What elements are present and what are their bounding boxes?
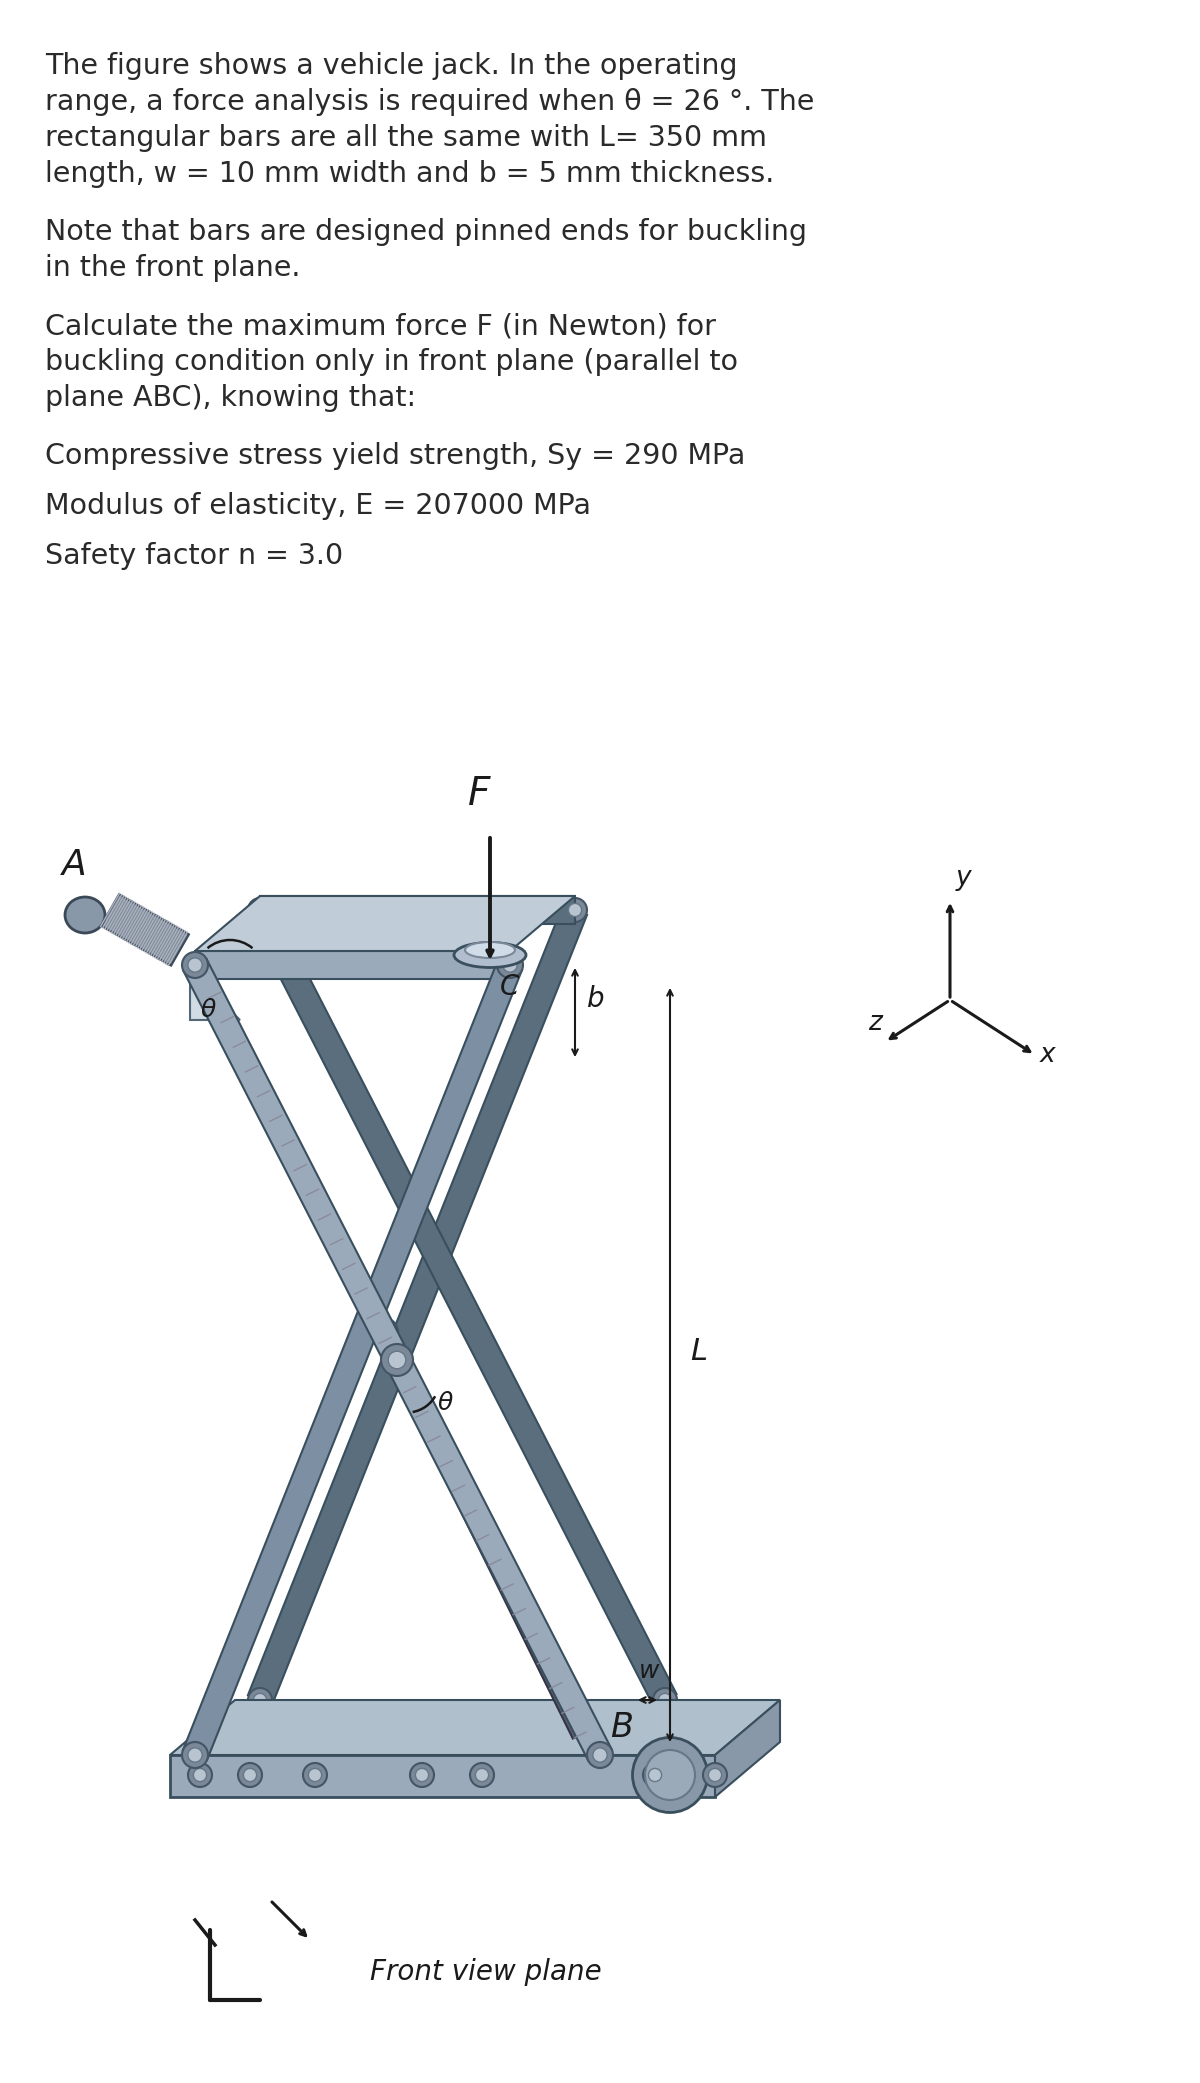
Circle shape	[643, 1762, 667, 1787]
Circle shape	[382, 1344, 413, 1377]
Circle shape	[569, 904, 582, 917]
Text: Safety factor n = 3.0: Safety factor n = 3.0	[46, 542, 343, 571]
Circle shape	[188, 1748, 202, 1762]
Text: L: L	[690, 1337, 707, 1366]
Text: x: x	[1040, 1042, 1056, 1069]
Text: A: A	[62, 848, 86, 881]
Circle shape	[370, 1319, 398, 1346]
Circle shape	[410, 1762, 434, 1787]
Circle shape	[659, 1693, 672, 1706]
Circle shape	[193, 1768, 206, 1781]
Polygon shape	[194, 896, 575, 952]
Polygon shape	[184, 958, 612, 1760]
Polygon shape	[208, 992, 587, 1739]
Circle shape	[253, 1693, 266, 1706]
Circle shape	[497, 952, 523, 979]
Circle shape	[648, 1768, 661, 1781]
Polygon shape	[248, 906, 587, 1704]
Text: Calculate the maximum force F (in Newton) for: Calculate the maximum force F (in Newton…	[46, 312, 716, 340]
Circle shape	[182, 1741, 208, 1768]
Circle shape	[238, 1762, 262, 1787]
Text: w: w	[640, 1658, 660, 1683]
Polygon shape	[182, 960, 522, 1760]
Circle shape	[188, 958, 202, 973]
Text: The figure shows a vehicle jack. In the operating: The figure shows a vehicle jack. In the …	[46, 52, 738, 79]
Polygon shape	[170, 1700, 780, 1756]
Circle shape	[653, 1687, 677, 1712]
Text: B: B	[610, 1710, 632, 1743]
Circle shape	[703, 1762, 727, 1787]
Polygon shape	[715, 1700, 780, 1798]
Circle shape	[188, 1762, 212, 1787]
Text: rectangular bars are all the same with L= 350 mm: rectangular bars are all the same with L…	[46, 125, 767, 152]
Circle shape	[708, 1768, 721, 1781]
Circle shape	[389, 1352, 406, 1369]
Text: Note that bars are designed pinned ends for buckling: Note that bars are designed pinned ends …	[46, 219, 808, 246]
Circle shape	[244, 1768, 257, 1781]
Text: buckling condition only in front plane (parallel to: buckling condition only in front plane (…	[46, 348, 738, 377]
Circle shape	[415, 1768, 428, 1781]
Ellipse shape	[65, 898, 106, 933]
Circle shape	[248, 898, 272, 923]
Circle shape	[253, 904, 266, 917]
Circle shape	[308, 1768, 322, 1781]
Circle shape	[470, 1762, 494, 1787]
Text: plane ABC), knowing that:: plane ABC), knowing that:	[46, 383, 416, 412]
Text: Compressive stress yield strength, Sy = 290 MPa: Compressive stress yield strength, Sy = …	[46, 442, 745, 471]
Circle shape	[593, 1748, 607, 1762]
Text: $\theta$: $\theta$	[200, 998, 217, 1023]
Polygon shape	[260, 896, 575, 925]
Circle shape	[377, 1325, 391, 1339]
Text: in the front plane.: in the front plane.	[46, 254, 300, 281]
Polygon shape	[190, 971, 240, 1021]
Circle shape	[475, 1768, 488, 1781]
Text: Modulus of elasticity, E = 207000 MPa: Modulus of elasticity, E = 207000 MPa	[46, 492, 592, 521]
Text: y: y	[956, 864, 972, 892]
Text: range, a force analysis is required when θ = 26 °. The: range, a force analysis is required when…	[46, 87, 815, 117]
Text: Front view plane: Front view plane	[370, 1958, 601, 1985]
Polygon shape	[170, 1756, 715, 1798]
Polygon shape	[248, 904, 677, 1706]
Circle shape	[248, 1687, 272, 1712]
Polygon shape	[194, 952, 510, 979]
Circle shape	[587, 1741, 613, 1768]
Ellipse shape	[454, 942, 526, 967]
Polygon shape	[101, 894, 188, 967]
Text: b: b	[587, 985, 605, 1012]
Text: z: z	[868, 1010, 882, 1035]
Text: $\theta$: $\theta$	[437, 1391, 454, 1414]
Circle shape	[563, 898, 587, 923]
Ellipse shape	[466, 942, 515, 958]
Text: length, w = 10 mm width and b = 5 mm thickness.: length, w = 10 mm width and b = 5 mm thi…	[46, 160, 774, 187]
Text: C: C	[500, 973, 520, 1002]
Ellipse shape	[632, 1737, 708, 1812]
Ellipse shape	[646, 1750, 695, 1800]
Circle shape	[302, 1762, 326, 1787]
Text: F: F	[468, 775, 491, 812]
Circle shape	[503, 958, 517, 973]
Circle shape	[182, 952, 208, 979]
